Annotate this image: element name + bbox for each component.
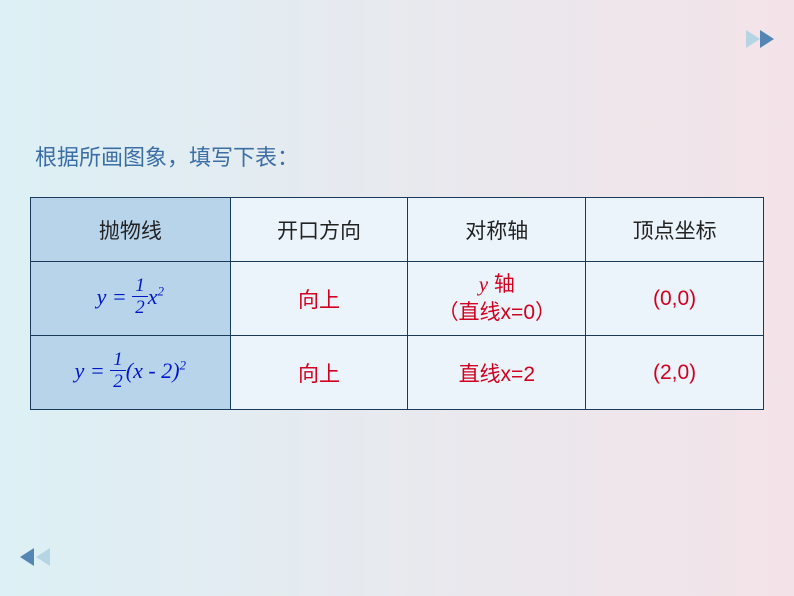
axis-cell: 直线x=2 — [408, 336, 586, 410]
decoration-top-right — [746, 30, 774, 53]
direction-cell: 向上 — [230, 336, 408, 410]
formula-1: y = 12x2 — [97, 284, 164, 309]
header-direction: 开口方向 — [230, 198, 408, 262]
header-vertex: 顶点坐标 — [586, 198, 764, 262]
header-axis: 对称轴 — [408, 198, 586, 262]
axis-cell: y 轴（直线x=0） — [408, 262, 586, 336]
table-row: y = 12(x - 2)2 向上 直线x=2 (2,0) — [31, 336, 764, 410]
formula-2: y = 12(x - 2)2 — [75, 358, 186, 383]
parabola-table: 抛物线 开口方向 对称轴 顶点坐标 y = 12x2 向上 y 轴（直线x=0）… — [30, 197, 764, 410]
slide-content: 根据所画图象，填写下表： 抛物线 开口方向 对称轴 顶点坐标 y = 12x2 … — [0, 0, 794, 410]
header-parabola: 抛物线 — [31, 198, 231, 262]
vertex-cell: (2,0) — [586, 336, 764, 410]
direction-cell: 向上 — [230, 262, 408, 336]
slide-title: 根据所画图象，填写下表： — [30, 140, 764, 172]
table-header-row: 抛物线 开口方向 对称轴 顶点坐标 — [31, 198, 764, 262]
vertex-cell: (0,0) — [586, 262, 764, 336]
formula-cell: y = 12(x - 2)2 — [31, 336, 231, 410]
decoration-bottom-left — [20, 548, 52, 571]
formula-cell: y = 12x2 — [31, 262, 231, 336]
table-row: y = 12x2 向上 y 轴（直线x=0） (0,0) — [31, 262, 764, 336]
